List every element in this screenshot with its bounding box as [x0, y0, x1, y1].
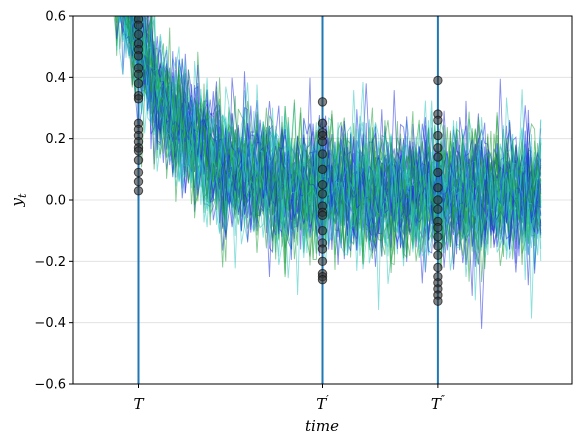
data-point	[133, 51, 144, 61]
y-axis-label: yt	[8, 193, 29, 207]
cross-section-points	[133, 16, 443, 306]
data-point	[133, 155, 144, 165]
data-point	[133, 94, 144, 104]
data-point	[433, 241, 443, 251]
x-tick-label: T′	[316, 393, 329, 413]
data-point	[133, 146, 144, 156]
data-point	[433, 143, 443, 153]
data-point	[433, 115, 443, 125]
data-point	[317, 244, 328, 254]
data-point	[433, 75, 443, 86]
data-point	[317, 179, 328, 190]
data-point	[317, 210, 328, 221]
y-tick-label: −0.4	[34, 316, 66, 331]
data-point	[433, 167, 443, 178]
y-tick-label: −0.2	[34, 255, 66, 270]
data-point	[133, 78, 144, 89]
y-tick-label: 0.0	[45, 194, 66, 209]
data-point	[317, 118, 328, 129]
data-point	[133, 20, 144, 30]
data-point	[133, 186, 144, 196]
data-point	[317, 137, 328, 147]
data-point	[433, 250, 443, 260]
data-point	[433, 152, 443, 162]
x-axis-ticks: T T′ T″	[133, 384, 446, 413]
data-point	[317, 149, 328, 159]
y-tick-label: −0.6	[34, 378, 66, 393]
x-axis-label: time	[305, 417, 339, 435]
data-point	[133, 167, 144, 178]
data-point	[433, 262, 443, 273]
data-point	[433, 195, 443, 205]
data-point	[317, 275, 328, 285]
data-point	[133, 29, 144, 40]
y-tick-label: 0.6	[45, 10, 66, 25]
y-tick-label: 0.4	[45, 71, 66, 86]
data-point	[133, 176, 144, 187]
data-point	[433, 204, 443, 214]
data-point	[433, 183, 443, 193]
x-tick-label: T″	[431, 393, 446, 413]
data-point	[133, 69, 144, 79]
y-tick-label: 0.2	[45, 132, 66, 147]
y-axis-label-main: y	[8, 197, 26, 207]
data-point	[317, 256, 328, 267]
data-point	[433, 296, 443, 306]
data-point	[433, 130, 443, 141]
data-point	[433, 222, 443, 233]
y-axis-ticks: −0.6 −0.4 −0.2 0.0 0.2 0.4 0.6	[34, 10, 73, 393]
data-point	[433, 232, 443, 242]
data-point	[317, 189, 328, 199]
y-axis-label-subscript: t	[16, 193, 29, 198]
data-point	[317, 225, 328, 236]
data-point	[317, 97, 328, 107]
x-tick-label: T	[133, 395, 144, 413]
data-point	[317, 164, 328, 175]
